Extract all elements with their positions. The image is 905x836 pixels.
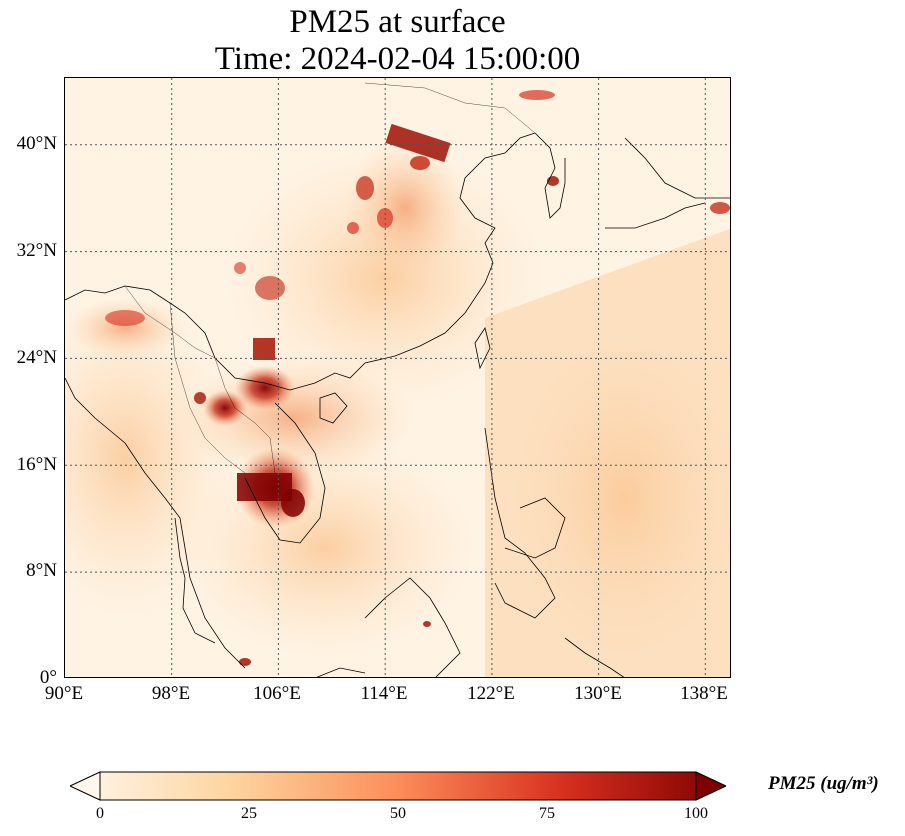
hotspot-bangladesh (105, 310, 145, 326)
hotspot-myanmar-east (194, 392, 206, 404)
hotspot-sichuan-west (234, 262, 246, 274)
lon-tick-label: 130°E (574, 683, 622, 704)
map-panel (64, 77, 731, 678)
colorbar-tick: 0 (96, 805, 104, 822)
colorbar-tick: 25 (241, 805, 257, 822)
hotspot-southern-laos (281, 489, 305, 517)
hotspot-northern-thailand (203, 390, 247, 426)
colorbar-extend-max (695, 771, 726, 801)
lon-tick-label: 90°E (44, 683, 84, 704)
hotspot-brunei (423, 621, 431, 627)
colorbar-tick: 75 (539, 805, 555, 822)
lat-tick-label: 32°N (16, 240, 57, 261)
hotspot-northern-laos (235, 366, 295, 410)
colorbar-label: PM25 (ug/m³) (768, 773, 879, 794)
hotspot-north-china-plain-halo (345, 138, 465, 278)
hotspot-sichuan-basin (253, 338, 275, 360)
pm25-field-bangladesh (65, 298, 185, 358)
map-canvas (65, 78, 730, 677)
hotspot-singapore (239, 658, 251, 666)
hotspot-sichuan-north (255, 276, 285, 300)
lat-tick-label: 24°N (16, 347, 57, 368)
gridlines (65, 78, 730, 677)
colorbar-gradient (70, 771, 726, 801)
hotspot-beijing (385, 123, 451, 163)
map-title: PM25 at surface (289, 4, 506, 40)
lat-tick-label: 16°N (16, 454, 57, 475)
country-borders (124, 82, 536, 474)
colorbar-extend-min (70, 771, 101, 801)
hotspot-shanxi (356, 176, 374, 200)
lat-tick-label: 0° (39, 667, 57, 688)
map-subtitle-time: Time: 2024-02-04 15:00:00 (214, 41, 581, 77)
colorbar-tick: 50 (390, 805, 406, 822)
colorbar (70, 771, 726, 801)
hotspot-japan (710, 202, 730, 214)
colorbar-tick: 100 (684, 805, 708, 822)
lon-tick-label: 122°E (467, 683, 515, 704)
lat-tick-label: 8°N (26, 560, 57, 581)
lon-tick-label: 138°E (680, 683, 728, 704)
lon-tick-label: 106°E (253, 683, 301, 704)
hotspot-shaanxi (347, 222, 359, 234)
hotspot-hebei (410, 156, 430, 170)
lon-tick-label: 98°E (151, 683, 191, 704)
pm25-field-east-ocean (485, 298, 730, 677)
hotspot-northeast (519, 90, 555, 100)
lat-tick-label: 40°N (16, 133, 57, 154)
lon-tick-label: 114°E (360, 683, 408, 704)
